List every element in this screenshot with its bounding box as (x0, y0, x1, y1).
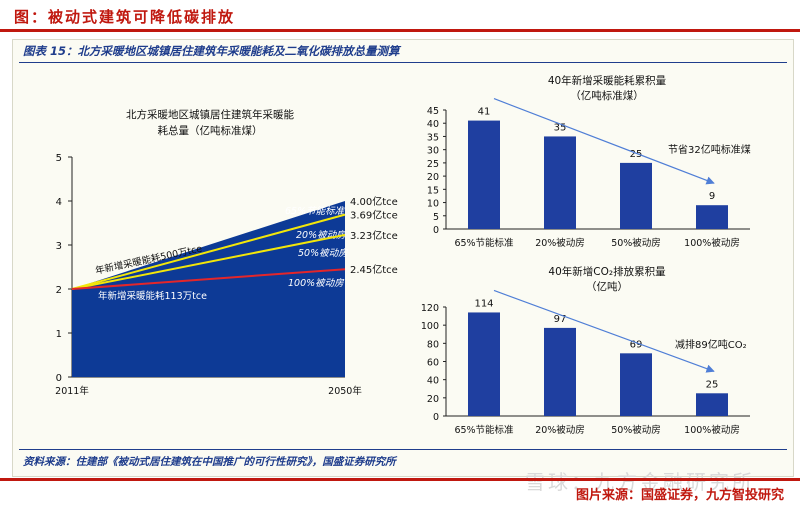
bar-y-tick-label: 80 (427, 339, 439, 350)
bar-value-label: 25 (706, 379, 719, 390)
area-x-tick-label: 2011年 (55, 385, 89, 397)
bar-value-label: 97 (554, 314, 567, 325)
bar (620, 353, 652, 416)
watermark: 雪球：九方金融研究所 (525, 470, 755, 494)
area-series-line (71, 213, 346, 290)
bar (468, 312, 500, 416)
area-end-label: 3.23亿tce (350, 229, 398, 242)
area-y-tick-label: 1 (56, 329, 62, 340)
area-series-label: 100%被动房 (288, 278, 345, 289)
bar-category-label: 50%被动房 (611, 424, 661, 436)
area-series-line (71, 233, 346, 290)
bar-category-label: 20%被动房 (535, 237, 585, 249)
figure-source: 资料来源：住建部《被动式居住建筑在中国推广的可行性研究》，国盛证券研究所 (23, 456, 396, 468)
bar-y-tick-label: 0 (433, 412, 439, 423)
bar-y-tick-label: 5 (433, 212, 439, 223)
bar-y-tick-label: 25 (427, 159, 439, 170)
figure-title: 图表 15：北方采暖地区城镇居住建筑年采暖能耗及二氧化碳排放总量测算 (23, 44, 400, 58)
bar-y-tick-label: 15 (427, 185, 439, 196)
area-series-line (71, 268, 346, 290)
bar-annotation: 节省32亿吨标准煤 (668, 143, 751, 156)
bar-value-label: 69 (630, 339, 643, 350)
bar-y-tick-label: 45 (427, 106, 439, 117)
area-annotation: 年新增采暖能耗113万tce (98, 290, 207, 302)
bar-category-label: 50%被动房 (611, 237, 661, 249)
bar-chart-title: 40年新增CO₂排放累积量 (548, 265, 666, 278)
bar-value-label: 41 (478, 107, 491, 118)
bar-y-tick-label: 60 (427, 358, 439, 369)
bar-y-tick-label: 120 (421, 303, 439, 314)
figure-title-rule (19, 62, 787, 63)
area-fill (72, 201, 345, 377)
area-y-tick-label: 4 (56, 197, 62, 208)
bar-category-label: 100%被动房 (684, 424, 740, 436)
area-end-label: 3.69亿tce (350, 209, 398, 222)
area-x-tick-label: 2050年 (328, 385, 362, 397)
area-chart-title: 耗总量（亿吨标准煤） (158, 124, 263, 137)
trend-arrow (493, 289, 715, 373)
bar (544, 136, 576, 229)
bar-category-label: 65%节能标准 (454, 424, 514, 436)
area-y-tick-label: 3 (56, 241, 62, 252)
bar-value-label: 25 (630, 149, 643, 160)
bar-value-label: 9 (709, 191, 715, 202)
bar-y-tick-label: 30 (427, 146, 439, 157)
bar-value-label: 114 (474, 298, 493, 309)
area-series-label: 65%节能标准 (285, 206, 346, 217)
area-series-label: 50%被动房 (298, 248, 349, 259)
bar-y-tick-label: 35 (427, 132, 439, 143)
area-y-tick-label: 0 (56, 373, 62, 384)
figure-source-rule (19, 449, 787, 450)
bar-chart-title: （亿吨） (586, 280, 628, 293)
area-chart-title: 北方采暖地区城镇居住建筑年采暖能 (126, 108, 294, 121)
bar-y-tick-label: 20 (427, 394, 439, 405)
figure-panel: 图表 15：北方采暖地区城镇居住建筑年采暖能耗及二氧化碳排放总量测算 资料来源：… (12, 39, 794, 477)
bar-category-label: 100%被动房 (684, 237, 740, 249)
bar-chart-title: 40年新增采暖能耗累积量 (548, 74, 667, 87)
bar-y-tick-label: 40 (427, 119, 439, 130)
bar-category-label: 65%节能标准 (454, 237, 514, 249)
area-y-tick-label: 2 (56, 285, 62, 296)
bar (696, 393, 728, 416)
bar-category-label: 20%被动房 (535, 424, 585, 436)
area-y-tick-label: 5 (56, 153, 62, 164)
bar (620, 162, 652, 229)
page-heading: 图：被动式建筑可降低碳排放 (14, 8, 236, 26)
bar (544, 327, 576, 416)
bar-y-tick-label: 100 (421, 321, 439, 332)
bar-value-label: 35 (554, 122, 567, 133)
trend-arrow (493, 98, 715, 185)
bar-y-tick-label: 10 (427, 199, 439, 210)
bar (696, 205, 728, 229)
bar-chart-title: （亿吨标准煤） (570, 89, 644, 102)
area-end-label: 2.45亿tce (350, 263, 398, 276)
area-series-label: 20%被动房 (296, 230, 347, 241)
image-credit: 图片来源：国盛证券，九方智投研究 (575, 488, 784, 503)
bar (468, 120, 500, 229)
bar-y-tick-label: 20 (427, 172, 439, 183)
bar-y-tick-label: 40 (427, 376, 439, 387)
bar-annotation: 减排89亿吨CO₂ (675, 338, 747, 351)
area-end-label: 4.00亿tce (350, 195, 398, 208)
bar-y-tick-label: 0 (433, 225, 439, 236)
bottom-rule (0, 478, 800, 481)
top-rule (0, 29, 800, 32)
